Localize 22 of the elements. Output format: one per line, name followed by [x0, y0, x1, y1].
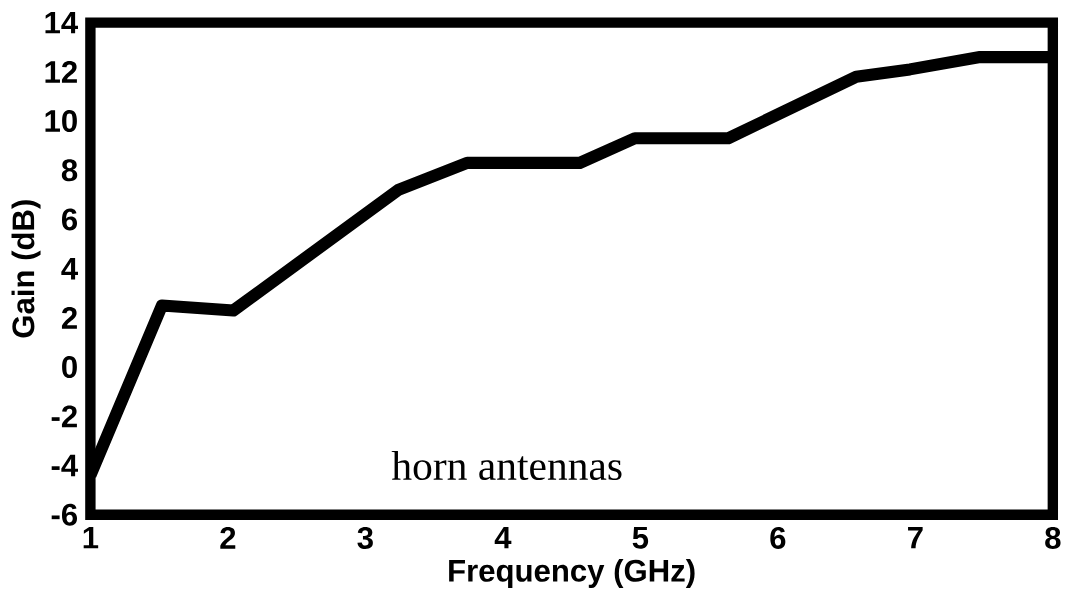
x-tick-label: 8 [1045, 526, 1061, 549]
y-tick-label: 8 [61, 159, 78, 182]
y-tick-label: 0 [62, 355, 77, 378]
x-axis-title: Frequency (GHz) [449, 558, 695, 588]
y-tick-label: -4 [51, 454, 78, 476]
x-tick-label: 1 [83, 526, 99, 549]
x-tick-label: 3 [357, 526, 373, 549]
x-tick-label: 5 [632, 526, 649, 549]
y-tick-label: 6 [61, 208, 78, 231]
y-tick-label: -2 [51, 405, 77, 427]
y-tick-label: 4 [61, 257, 78, 280]
x-tick-label: 7 [908, 526, 923, 549]
y-axis-title: Gain (dB) [11, 199, 41, 338]
y-tick-label: -6 [51, 503, 78, 526]
x-tick-label: 4 [494, 526, 512, 549]
x-tick-label: 6 [770, 526, 786, 549]
annotation: horn antennas [391, 450, 622, 480]
y-tick-label: 12 [45, 60, 77, 83]
y-tick-label: 2 [61, 306, 77, 329]
y-tick-label: 10 [45, 109, 77, 132]
x-tick-label: 2 [220, 526, 236, 549]
y-tick-label: 14 [45, 11, 78, 34]
